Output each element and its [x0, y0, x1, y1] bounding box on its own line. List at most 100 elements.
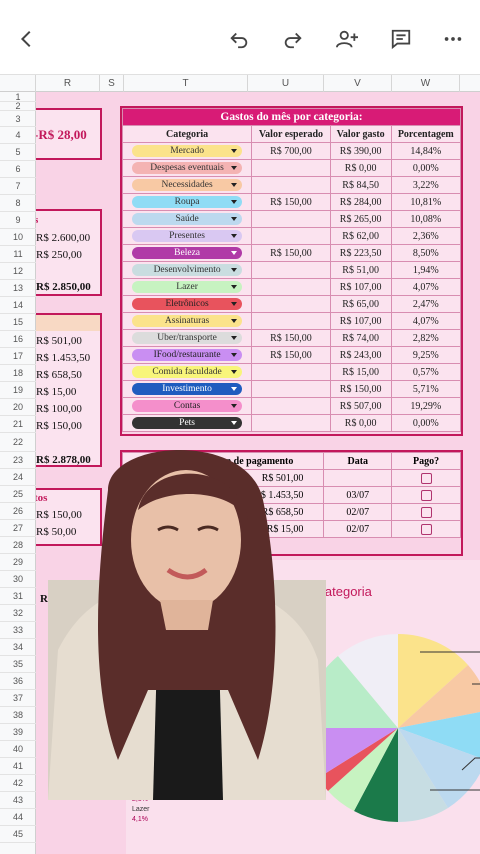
- row-header[interactable]: 15: [0, 314, 36, 331]
- row-header[interactable]: 35: [0, 656, 36, 673]
- category-dropdown-chip[interactable]: Contas: [132, 400, 243, 412]
- category-dropdown-chip[interactable]: Lazer: [132, 281, 243, 293]
- category-esperado-cell[interactable]: R$ 150,00: [251, 244, 331, 262]
- paid-checkbox[interactable]: [420, 472, 432, 484]
- row-header[interactable]: 9: [0, 212, 36, 229]
- row-header[interactable]: 23: [0, 452, 36, 469]
- column-header[interactable]: T: [124, 75, 248, 93]
- category-cell[interactable]: IFood/restaurante: [121, 346, 253, 364]
- add-person-icon[interactable]: [332, 24, 362, 54]
- category-cell[interactable]: Eletrônicos: [121, 295, 253, 313]
- row-header[interactable]: 38: [0, 707, 36, 724]
- payment-paid-cell[interactable]: [391, 486, 461, 504]
- expense-value[interactable]: R$ 15,00: [36, 386, 77, 398]
- category-cell[interactable]: Contas: [121, 397, 253, 415]
- category-esperado-cell[interactable]: [251, 261, 331, 279]
- category-gasto-cell[interactable]: R$ 507,00: [329, 397, 392, 415]
- category-esperado-cell[interactable]: R$ 150,00: [251, 193, 331, 211]
- row-header[interactable]: 33: [0, 622, 36, 639]
- investment-value[interactable]: R$ 50,00: [36, 526, 77, 538]
- row-header[interactable]: 22: [0, 433, 36, 452]
- income-total[interactable]: R$ 2.850,00: [36, 281, 91, 293]
- row-header[interactable]: 17: [0, 348, 36, 365]
- category-gasto-cell[interactable]: R$ 84,50: [329, 176, 392, 194]
- category-dropdown-chip[interactable]: Eletrônicos: [132, 298, 243, 310]
- more-vertical-icon[interactable]: [438, 24, 468, 54]
- category-dropdown-chip[interactable]: Saúde: [132, 213, 243, 225]
- row-header[interactable]: 8: [0, 195, 36, 212]
- category-pct-cell[interactable]: 4,07%: [390, 278, 462, 296]
- expenses-total[interactable]: R$ 2.878,00: [36, 454, 91, 466]
- category-cell[interactable]: Desenvolvimento: [121, 261, 253, 279]
- row-header[interactable]: 10: [0, 229, 36, 246]
- category-gasto-cell[interactable]: R$ 284,00: [329, 193, 392, 211]
- category-esperado-cell[interactable]: [251, 380, 331, 398]
- category-pct-cell[interactable]: 3,22%: [390, 176, 462, 194]
- row-header[interactable]: 27: [0, 520, 36, 537]
- paid-checkbox[interactable]: [420, 506, 432, 518]
- row-header[interactable]: 30: [0, 571, 36, 588]
- column-header[interactable]: S: [100, 75, 124, 93]
- expense-value[interactable]: R$ 501,00: [36, 335, 82, 347]
- row-header[interactable]: 29: [0, 554, 36, 571]
- row-header[interactable]: 34: [0, 639, 36, 656]
- row-header[interactable]: 6: [0, 161, 36, 178]
- category-gasto-cell[interactable]: R$ 265,00: [329, 210, 392, 228]
- expense-value[interactable]: R$ 150,00: [36, 420, 82, 432]
- category-cell[interactable]: Despesas eventuais: [121, 159, 253, 177]
- category-dropdown-chip[interactable]: Roupa: [132, 196, 243, 208]
- category-dropdown-chip[interactable]: Assinaturas: [132, 315, 243, 327]
- category-pct-cell[interactable]: 0,00%: [390, 414, 462, 432]
- category-cell[interactable]: Assinaturas: [121, 312, 253, 330]
- category-pct-cell[interactable]: 0,00%: [390, 159, 462, 177]
- category-esperado-cell[interactable]: [251, 295, 331, 313]
- category-cell[interactable]: Saúde: [121, 210, 253, 228]
- category-dropdown-chip[interactable]: Comida faculdade: [132, 366, 243, 378]
- row-header[interactable]: 18: [0, 365, 36, 382]
- row-header[interactable]: 1: [0, 92, 36, 102]
- corner-cell[interactable]: [0, 75, 36, 93]
- category-gasto-cell[interactable]: R$ 62,00: [329, 227, 392, 245]
- category-pct-cell[interactable]: 2,82%: [390, 329, 462, 347]
- category-dropdown-chip[interactable]: Presentes: [132, 230, 243, 242]
- paid-checkbox[interactable]: [420, 523, 432, 535]
- category-esperado-cell[interactable]: [251, 397, 331, 415]
- row-header[interactable]: 28: [0, 537, 36, 554]
- category-esperado-cell[interactable]: [251, 278, 331, 296]
- comment-icon[interactable]: [386, 24, 416, 54]
- category-esperado-cell[interactable]: [251, 312, 331, 330]
- category-esperado-cell[interactable]: [251, 363, 331, 381]
- category-pct-cell[interactable]: 2,47%: [390, 295, 462, 313]
- category-esperado-cell[interactable]: [251, 159, 331, 177]
- category-dropdown-chip[interactable]: Uber/transporte: [132, 332, 243, 344]
- undo-icon[interactable]: [224, 24, 254, 54]
- category-pct-cell[interactable]: 0,57%: [390, 363, 462, 381]
- category-dropdown-chip[interactable]: Desenvolvimento: [132, 264, 243, 276]
- investment-value[interactable]: R$ 150,00: [36, 509, 82, 521]
- row-header[interactable]: 25: [0, 486, 36, 503]
- category-gasto-cell[interactable]: R$ 107,00: [329, 278, 392, 296]
- payment-date-cell[interactable]: 03/07: [323, 486, 393, 504]
- row-header[interactable]: 37: [0, 690, 36, 707]
- redo-icon[interactable]: [278, 24, 308, 54]
- category-dropdown-chip[interactable]: Necessidades: [132, 179, 243, 191]
- category-cell[interactable]: Roupa: [121, 193, 253, 211]
- category-gasto-cell[interactable]: R$ 51,00: [329, 261, 392, 279]
- row-header[interactable]: 5: [0, 144, 36, 161]
- category-cell[interactable]: Comida faculdade: [121, 363, 253, 381]
- row-header[interactable]: 20: [0, 399, 36, 416]
- row-header[interactable]: 31: [0, 588, 36, 605]
- category-esperado-cell[interactable]: R$ 150,00: [251, 329, 331, 347]
- category-gasto-cell[interactable]: R$ 15,00: [329, 363, 392, 381]
- category-cell[interactable]: Presentes: [121, 227, 253, 245]
- column-header[interactable]: W: [392, 75, 460, 93]
- row-header[interactable]: 3: [0, 111, 36, 127]
- category-cell[interactable]: Lazer: [121, 278, 253, 296]
- category-gasto-cell[interactable]: R$ 74,00: [329, 329, 392, 347]
- row-header[interactable]: 39: [0, 724, 36, 741]
- category-cell[interactable]: Uber/transporte: [121, 329, 253, 347]
- category-gasto-cell[interactable]: R$ 0,00: [329, 414, 392, 432]
- row-header[interactable]: 2: [0, 102, 36, 111]
- row-header[interactable]: 32: [0, 605, 36, 622]
- row-header[interactable]: 41: [0, 758, 36, 775]
